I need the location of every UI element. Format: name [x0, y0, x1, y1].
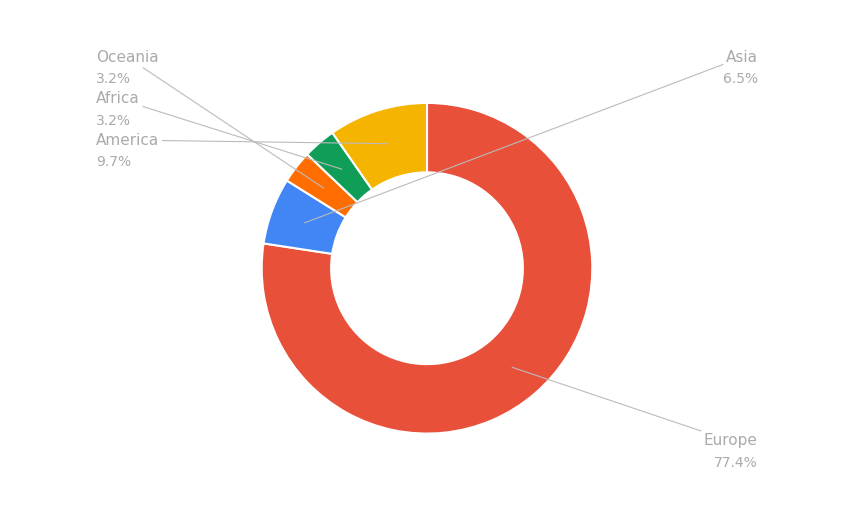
- Wedge shape: [307, 133, 372, 202]
- Text: 3.2%: 3.2%: [96, 73, 131, 86]
- Text: Asia: Asia: [305, 50, 757, 223]
- Wedge shape: [332, 103, 426, 190]
- Text: America: America: [96, 133, 387, 148]
- Text: 6.5%: 6.5%: [722, 73, 757, 86]
- Text: 77.4%: 77.4%: [713, 456, 757, 470]
- Wedge shape: [264, 180, 345, 254]
- Text: Europe: Europe: [512, 367, 757, 449]
- Text: 3.2%: 3.2%: [96, 114, 131, 128]
- Wedge shape: [261, 103, 592, 433]
- Text: Africa: Africa: [96, 91, 341, 169]
- Text: Oceania: Oceania: [96, 50, 323, 188]
- Wedge shape: [287, 154, 357, 217]
- Text: 9.7%: 9.7%: [96, 155, 131, 169]
